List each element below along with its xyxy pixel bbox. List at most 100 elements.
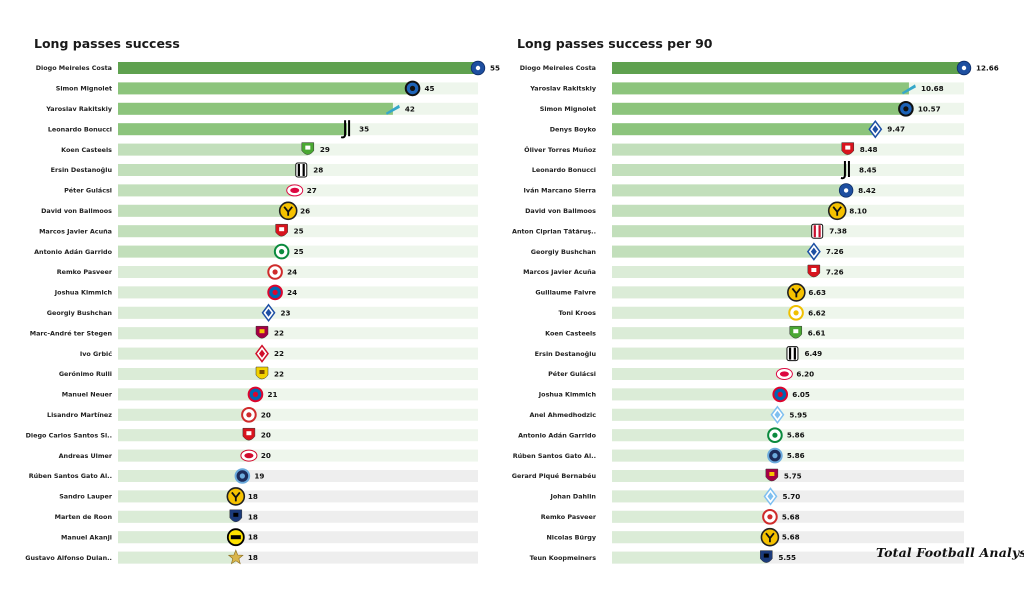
value-label: 55 — [490, 64, 500, 73]
juventus-icon — [840, 161, 850, 180]
bar-row: Marten de Roon 18 — [55, 509, 478, 523]
player-label: David von Ballmoos — [525, 207, 596, 215]
value-label: 6.20 — [796, 370, 814, 379]
player-label: Anton Ciprian Tătăruş.. — [512, 227, 596, 235]
value-label: 25 — [294, 247, 304, 256]
bar-row: Georgiy Bushchan 23 — [47, 303, 478, 323]
ajax-icon — [241, 407, 257, 423]
player-label: Johan Dahlin — [549, 493, 596, 501]
bar-row: Teun Koopmeiners 5.55 — [530, 550, 964, 564]
besiktas-icon — [786, 346, 799, 362]
player-label: Marten de Roon — [55, 513, 113, 521]
bar-row: Diogo Meireles Costa 12.66 — [520, 60, 999, 76]
player-label: Rúben Santos Gato Al.. — [513, 452, 596, 460]
young-boys-icon — [278, 201, 298, 221]
player-label: Marcos Javier Acuña — [523, 268, 596, 276]
bar — [118, 266, 276, 278]
bar-row: David von Ballmoos 26 — [41, 201, 478, 221]
player-label: Marc-André ter Stegen — [30, 329, 113, 337]
player-label: Toni Kroos — [558, 309, 596, 317]
value-label: 10.68 — [921, 84, 944, 93]
value-label: 5.68 — [782, 512, 800, 521]
bar-row: Marc-André ter Stegen 22 — [30, 325, 478, 340]
bar — [612, 388, 781, 401]
chart-panel-long-passes: Long passes success Diogo Meireles Costa… — [25, 36, 500, 565]
bar — [612, 368, 785, 380]
zenit-icon — [901, 84, 916, 95]
player-label: Ersin Destanoğlu — [51, 166, 113, 174]
barcelona-icon — [255, 325, 269, 339]
leipzig-icon — [286, 184, 304, 197]
barcelona-icon — [765, 468, 779, 482]
bar — [612, 123, 876, 136]
bayern-icon — [247, 386, 264, 403]
value-label: 29 — [320, 145, 330, 154]
bar — [612, 347, 793, 360]
bar — [118, 490, 236, 503]
bar — [612, 510, 770, 523]
bar-row: Marcos Javier Acuña 7.26 — [523, 264, 964, 278]
value-label: 20 — [261, 451, 271, 460]
bar-row: Remko Pasveer 24 — [57, 264, 478, 280]
player-label: Simon Mignolet — [56, 85, 112, 93]
bar — [118, 368, 262, 380]
bar — [118, 551, 236, 564]
bar-row: Anel Ahmedhodzic 5.95 — [529, 405, 964, 425]
bar — [118, 449, 249, 462]
young-boys-icon — [760, 527, 780, 547]
bar — [118, 143, 308, 156]
bar-row: Gerard Piqué Bernabéu 5.75 — [512, 468, 964, 482]
bar — [612, 164, 847, 176]
bayern-icon — [772, 386, 789, 403]
bar-row: Manuel Neuer 21 — [62, 386, 478, 403]
bar — [612, 470, 772, 482]
value-label: 5.68 — [782, 533, 800, 542]
bar-row: Denys Boyko 9.47 — [550, 119, 964, 139]
bar — [612, 429, 775, 442]
bar-row: Péter Gulácsi 6.20 — [548, 368, 964, 380]
bar-row: Sandro Lauper 18 — [59, 487, 478, 506]
value-label: 6.49 — [804, 349, 822, 358]
value-label: 7.26 — [826, 268, 844, 277]
value-label: 18 — [248, 492, 258, 501]
player-label: Andreas Ulmer — [59, 452, 113, 460]
player-label: Remko Pasveer — [541, 513, 597, 521]
player-label: Koen Casteels — [61, 146, 112, 154]
player-label: Koen Casteels — [545, 329, 596, 337]
man-city-icon — [234, 468, 251, 484]
value-label: 18 — [248, 533, 258, 542]
bar-row: Leonardo Bonucci 35 — [48, 120, 478, 139]
wolfsburg-icon — [789, 325, 803, 339]
besiktas-icon — [295, 162, 308, 178]
young-boys-icon — [827, 201, 847, 221]
value-label: 8.42 — [858, 186, 876, 195]
bar-row: Joshua Kimmich 24 — [54, 284, 478, 301]
bar — [612, 449, 775, 462]
player-label: Ivo Grbić — [80, 350, 112, 358]
bar — [612, 286, 797, 299]
chart-title: Long passes success — [34, 36, 180, 51]
brugge-icon — [898, 101, 914, 117]
bar — [612, 551, 767, 564]
young-boys-icon — [226, 487, 246, 506]
atalanta-icon — [229, 509, 243, 523]
player-label: Péter Gulácsi — [548, 370, 596, 378]
value-label: 5.75 — [784, 472, 802, 481]
player-label: Joshua Kimmich — [538, 391, 597, 399]
dynamo-kyiv-icon — [806, 242, 821, 261]
bar — [118, 327, 262, 340]
bar — [118, 286, 276, 299]
player-label: Yaroslav Rakitskiy — [529, 85, 597, 93]
value-label: 26 — [300, 206, 310, 215]
player-label: Teun Koopmeiners — [530, 554, 597, 562]
player-label: Yaroslav Rakitskiy — [45, 105, 113, 113]
bar-chart-long-passes-per-90: Diogo Meireles Costa 12.66 Yaroslav Rakits… — [512, 60, 999, 564]
bar-row: Joshua Kimmich 6.05 — [538, 386, 964, 403]
bar-row: Lisandro Martínez 20 — [47, 407, 478, 423]
bar-row: Diogo Meireles Costa 55 — [36, 60, 500, 76]
sevilla-icon — [807, 264, 821, 278]
bar — [612, 62, 964, 74]
player-label: Ersin Destanoğlu — [535, 350, 597, 358]
bar — [118, 204, 289, 217]
player-label: Diogo Meireles Costa — [520, 64, 596, 72]
